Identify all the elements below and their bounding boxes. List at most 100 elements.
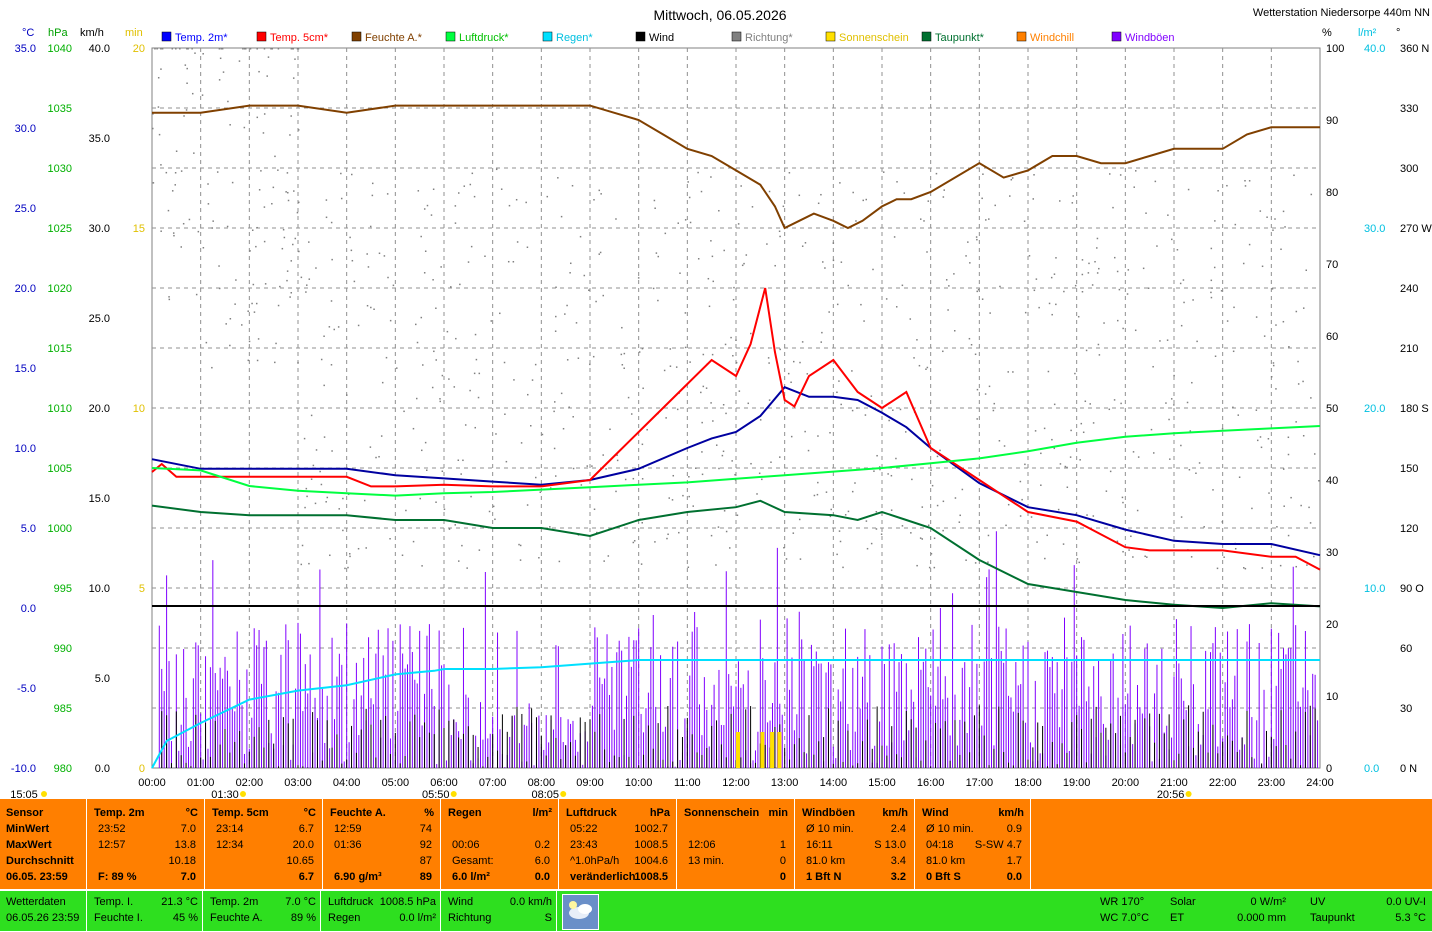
direction-dot	[369, 225, 372, 228]
luftdruck-label: Luftdruck	[328, 896, 374, 908]
direction-dot	[702, 385, 705, 388]
direction-dot	[1144, 555, 1146, 558]
direction-dot	[725, 412, 727, 415]
direction-dot	[1280, 248, 1282, 251]
direction-dot	[286, 172, 289, 174]
wind-value: 0.0 km/h	[509, 896, 552, 908]
direction-dot	[718, 209, 720, 212]
direction-dot	[1146, 556, 1148, 558]
direction-dot	[766, 243, 768, 245]
direction-dot	[186, 82, 188, 84]
direction-dot	[1122, 550, 1124, 553]
temp2m-row-0-label: 23:52	[98, 823, 126, 835]
direction-dot	[632, 541, 635, 544]
direction-dot	[838, 530, 841, 532]
direction-dot	[976, 290, 978, 293]
direction-dot	[813, 494, 816, 497]
x-tick-15: 15:00	[868, 777, 896, 789]
direction-dot	[710, 402, 712, 404]
direction-dot	[1003, 445, 1006, 447]
direction-dot	[1005, 524, 1007, 527]
direction-dot	[976, 388, 979, 391]
current-col-outdoor: Temp. 2m 7.0 °C Feuchte A. 89 %	[204, 891, 321, 931]
direction-dot	[464, 424, 467, 426]
direction-dot	[351, 173, 353, 176]
direction-dot	[435, 501, 437, 503]
direction-dot	[315, 267, 317, 269]
direction-dot	[337, 326, 340, 328]
legend-swatch-6	[731, 31, 742, 42]
direction-dot	[715, 444, 718, 446]
direction-dot	[469, 183, 472, 186]
temp-tick-3: 20.0	[15, 283, 36, 295]
x-tick-20: 20:00	[1112, 777, 1140, 789]
et-value: 0.000 mm	[1237, 912, 1286, 924]
x-tick-24: 24:00	[1306, 777, 1334, 789]
direction-dot	[310, 414, 313, 417]
direction-dot	[249, 250, 251, 252]
direction-dot	[942, 350, 944, 353]
direction-dot	[1051, 313, 1053, 316]
direction-dot	[866, 547, 869, 550]
sonne-unit: min	[768, 807, 788, 819]
luftdruck-row-1-label: 23:43	[570, 839, 598, 851]
direction-dot	[325, 216, 328, 219]
direction-dot	[415, 397, 418, 400]
direction-dot	[505, 460, 508, 463]
direction-dot	[641, 522, 643, 524]
wind-tick-3: 25.0	[89, 313, 110, 325]
direction-dot	[312, 464, 315, 467]
direction-dot	[281, 247, 284, 250]
direction-dot	[248, 340, 251, 343]
direction-dot	[901, 284, 904, 287]
direction-dot	[669, 365, 672, 367]
time-markers: 15:05 01:30 05:50 08:05 20:56	[10, 789, 1192, 800]
direction-dot	[1192, 299, 1194, 301]
direction-dot	[344, 567, 346, 570]
pressure-tick-11: 985	[54, 703, 72, 715]
direction-dot	[174, 172, 177, 174]
direction-dot	[326, 496, 329, 499]
direction-dot	[1035, 278, 1038, 280]
direction-dot	[623, 367, 625, 369]
direction-dot	[419, 497, 421, 500]
direction-tick-7: 150	[1400, 463, 1418, 475]
direction-dot	[896, 181, 898, 183]
wind-tick-7: 5.0	[95, 673, 110, 685]
direction-dot	[847, 284, 850, 287]
direction-dot	[851, 409, 854, 412]
direction-dot	[1318, 480, 1320, 482]
luftdruck-row-0-value: 1002.7	[634, 823, 668, 835]
direction-dot	[1071, 202, 1074, 204]
direction-dot	[389, 319, 392, 322]
direction-dot	[730, 336, 732, 339]
direction-dot	[289, 134, 291, 136]
direction-dot	[1074, 372, 1076, 375]
direction-dot	[558, 560, 561, 563]
direction-dot	[616, 459, 619, 462]
direction-dot	[838, 380, 840, 382]
direction-dot	[572, 416, 574, 418]
direction-dot	[469, 389, 471, 392]
direction-dot	[583, 274, 586, 277]
sensor-header: Sensor	[6, 807, 44, 819]
direction-dot	[207, 203, 210, 205]
legend-swatch-3	[445, 31, 456, 42]
direction-dot	[292, 48, 294, 50]
pressure-tick-6: 1010	[48, 403, 72, 415]
direction-dot	[830, 508, 832, 511]
direction-dot	[732, 354, 734, 357]
direction-dot	[1272, 362, 1275, 364]
direction-dot	[1105, 490, 1108, 492]
direction-dot	[901, 525, 904, 527]
direction-dot	[1293, 174, 1295, 177]
direction-dot	[779, 348, 781, 351]
direction-dot	[870, 542, 873, 545]
luftdruck-row-1-value: 1008.5	[634, 839, 668, 851]
direction-dot	[743, 262, 745, 265]
direction-dot	[630, 413, 633, 415]
direction-dot	[431, 386, 434, 389]
direction-dot	[1271, 288, 1274, 290]
direction-dot	[526, 504, 529, 506]
direction-dot	[1096, 247, 1098, 249]
